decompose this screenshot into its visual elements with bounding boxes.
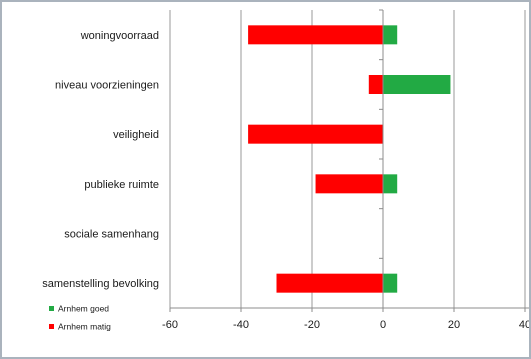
- bar-goed-5: [383, 273, 398, 293]
- category-label-5: samenstelling bevolking: [42, 278, 159, 290]
- x-tick-label-0: -60: [162, 319, 178, 331]
- bar-goed-0: [383, 25, 398, 45]
- bar-matig-2: [248, 124, 383, 144]
- category-labels: woningvoorraad niveau voorzieningen veilig…: [42, 30, 159, 290]
- legend-swatch-matig: [49, 324, 54, 329]
- x-tick-label-1: -40: [233, 319, 249, 331]
- bar-goed-1: [383, 75, 451, 94]
- category-label-2: veiligheid: [113, 129, 159, 141]
- legend: Arnhem goed Arnhem matig: [49, 304, 111, 332]
- bar-goed-3: [383, 174, 398, 194]
- category-label-3: publieke ruimte: [84, 179, 159, 191]
- bar-matig-3: [315, 174, 383, 194]
- category-label-1: niveau voorzieningen: [55, 80, 159, 92]
- x-tick-label-2: -20: [304, 319, 320, 331]
- axes: [169, 9, 529, 312]
- legend-label-goed: Arnhem goed: [58, 304, 109, 314]
- category-label-4: sociale samenhang: [64, 229, 159, 241]
- bar-matig-1: [368, 75, 383, 94]
- bars: [248, 25, 451, 293]
- gridlines: [169, 10, 526, 308]
- legend-swatch-goed: [49, 306, 54, 311]
- x-tick-labels: -60 -40 -20 0 20 40: [162, 319, 529, 331]
- x-tick-label-4: 20: [448, 319, 460, 331]
- bar-matig-5: [276, 273, 383, 293]
- category-label-0: woningvoorraad: [80, 30, 159, 42]
- legend-label-matig: Arnhem matig: [58, 322, 111, 332]
- bar-matig-0: [248, 25, 383, 45]
- x-tick-label-3: 0: [380, 319, 386, 331]
- x-tick-label-5: 40: [519, 319, 529, 331]
